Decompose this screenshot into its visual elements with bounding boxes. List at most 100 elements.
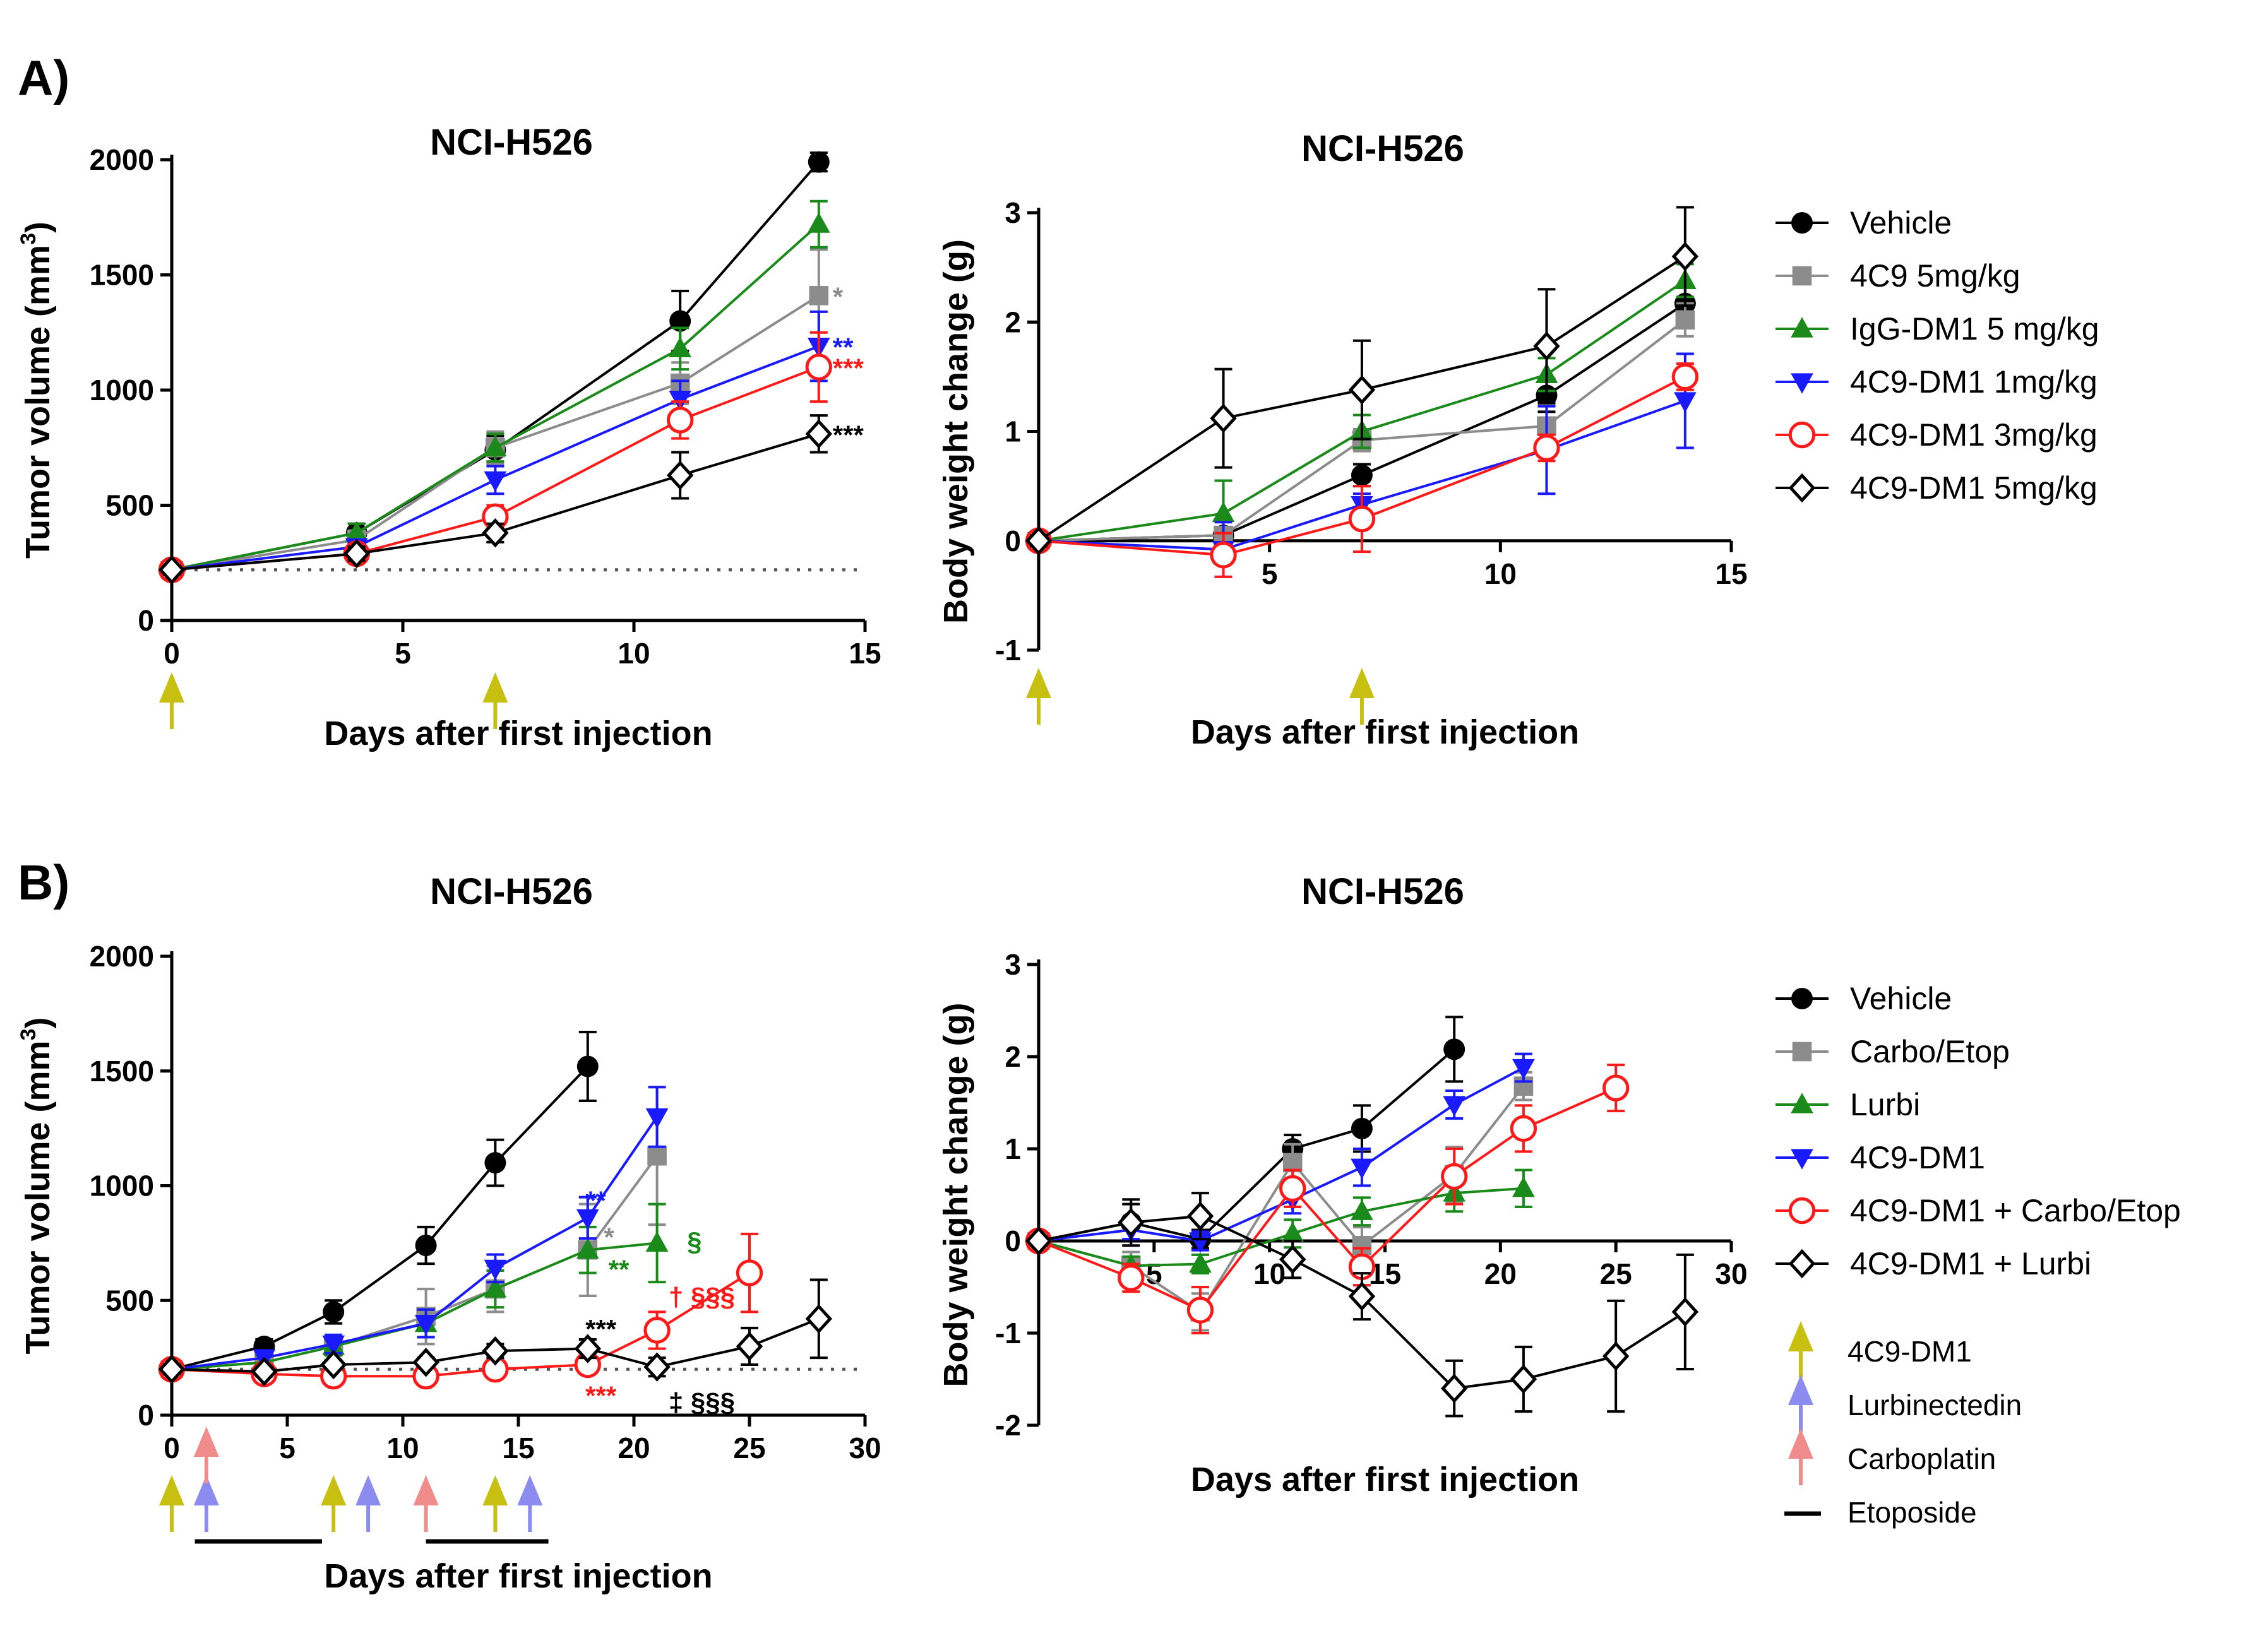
data-point [1510, 1364, 1537, 1394]
legends: Vehicle 4C9 5mg/kg IgG-DM1 5 mg/kg 4C9-DM1 … [1776, 205, 2181, 1529]
significance-annotation: ** [585, 1185, 606, 1215]
y-tick-label: 1 [1005, 415, 1021, 448]
data-point [484, 1259, 507, 1281]
data-point [1279, 1244, 1306, 1274]
series-4c9-dm1-lurbi [158, 1278, 833, 1387]
data-point [1671, 242, 1699, 271]
chart-title: NCI-H526 [1301, 128, 1464, 169]
y-tick-label: 2000 [90, 143, 154, 176]
legend-marker [1791, 1149, 1813, 1170]
dose-arrow-4c9 [159, 672, 184, 729]
treatment-legend-arrow [1788, 1375, 1813, 1432]
legend-label: 4C9-DM1 1mg/kg [1850, 364, 2098, 400]
y-tick-label: -1 [995, 634, 1021, 667]
data-point [158, 555, 186, 585]
y-tick-label: 0 [138, 604, 154, 637]
x-tick-label: 25 [1600, 1257, 1632, 1290]
data-point [1533, 434, 1560, 461]
x-tick-label: 20 [1484, 1257, 1517, 1290]
significance-annotation: ** [609, 1254, 630, 1284]
data-point [805, 419, 833, 449]
x-tick-label: 5 [395, 637, 411, 670]
legend-item: Vehicle [1776, 205, 1952, 240]
y-tick-label: 0 [1005, 525, 1021, 557]
data-point [645, 1231, 669, 1252]
data-point [251, 1356, 278, 1387]
x-axis-label: Days after first injection [324, 715, 712, 752]
data-point [574, 1334, 602, 1363]
y-tick-label: 500 [105, 489, 154, 522]
legend-item: 4C9-DM1 + Carbo/Etop [1776, 1193, 2181, 1228]
data-point [484, 1277, 507, 1298]
dose-arrow-4c9 [482, 1475, 508, 1532]
legend-label: 4C9-DM1 5mg/kg [1850, 470, 2098, 506]
treatment-legend-arrow [1788, 1428, 1813, 1485]
treatment-legend-label: Lurbinectedin [1847, 1389, 2022, 1421]
significance-annotation: *** [585, 1314, 617, 1344]
x-axis-label: Days after first injection [1191, 713, 1579, 751]
data-point [809, 286, 829, 306]
legend-item: 4C9-DM1 1mg/kg [1776, 364, 2098, 400]
data-point [808, 151, 830, 173]
data-point [1512, 1177, 1535, 1197]
chart-title: NCI-H526 [430, 122, 593, 163]
y-tick-label: 500 [105, 1284, 154, 1317]
data-point [1025, 526, 1053, 556]
y-axis-label: Body weight change (g) [937, 1002, 975, 1387]
chart-A-weight: NCI-H526 -1 0 1 2 3 5 10 15 Days after first inje… [937, 128, 1748, 751]
treatment-legend-label: Carboplatin [1847, 1442, 1996, 1475]
data-point [414, 1315, 438, 1336]
data-point [1348, 505, 1376, 533]
legend-marker [1791, 1093, 1813, 1113]
series-line [1038, 1048, 1455, 1242]
y-tick-label: 2 [1005, 306, 1021, 338]
legend-label: Carbo/Etop [1850, 1034, 2010, 1069]
data-point [805, 1304, 833, 1334]
series-line [1038, 1066, 1524, 1243]
chart-title: NCI-H526 [1301, 871, 1464, 912]
legend-item: Vehicle [1776, 981, 1952, 1016]
data-point [158, 1355, 186, 1384]
data-point [1281, 1221, 1304, 1242]
series-line [171, 1065, 589, 1371]
data-point [1118, 1264, 1145, 1291]
series-4c9-dm1-5mg-kg [158, 414, 833, 585]
treatment-legend-label: 4C9-DM1 [1847, 1335, 1972, 1368]
significance-annotation: ‡ §§§ [669, 1387, 735, 1417]
data-point [345, 521, 368, 542]
data-point [1602, 1074, 1630, 1101]
data-point [1189, 1252, 1212, 1273]
significance-annotation: * [604, 1222, 614, 1252]
y-tick-label: 1 [1005, 1132, 1021, 1165]
legend-item: Lurbi [1776, 1087, 1920, 1122]
y-tick-label: -2 [995, 1409, 1021, 1442]
data-point [415, 1235, 437, 1257]
series-vehicle [161, 1030, 599, 1380]
y-tick-label: 2000 [90, 940, 154, 973]
y-tick-label: 1000 [90, 1170, 154, 1202]
data-point [1351, 1117, 1373, 1139]
dose-arrow-carbo [193, 1427, 219, 1483]
legend-item: 4C9-DM1 [1776, 1140, 1985, 1175]
chart-title: NCI-H526 [430, 871, 593, 912]
data-point [482, 1336, 509, 1366]
significance-annotation: *** [833, 353, 864, 383]
data-point [322, 1335, 345, 1356]
y-tick-label: 1500 [90, 259, 154, 292]
x-tick-label: 20 [618, 1432, 650, 1464]
legend-label: 4C9 5mg/kg [1850, 258, 2020, 294]
y-tick-label: -1 [995, 1317, 1021, 1350]
data-point [1512, 1059, 1535, 1080]
y-axis-label: Tumor volume (mm3) [16, 1018, 57, 1355]
x-tick-label: 15 [1715, 557, 1747, 590]
legend-marker [1791, 212, 1813, 234]
x-tick-label: 5 [279, 1432, 295, 1464]
x-tick-label: 0 [164, 1432, 180, 1464]
legend-item: 4C9-DM1 + Lurbi [1776, 1246, 2091, 1281]
data-point [1533, 331, 1560, 361]
x-tick-label: 10 [1253, 1257, 1286, 1290]
treatment-legend-arrow [1788, 1321, 1813, 1378]
data-point [576, 1238, 599, 1259]
significance-annotation: † §§§ [669, 1282, 735, 1312]
